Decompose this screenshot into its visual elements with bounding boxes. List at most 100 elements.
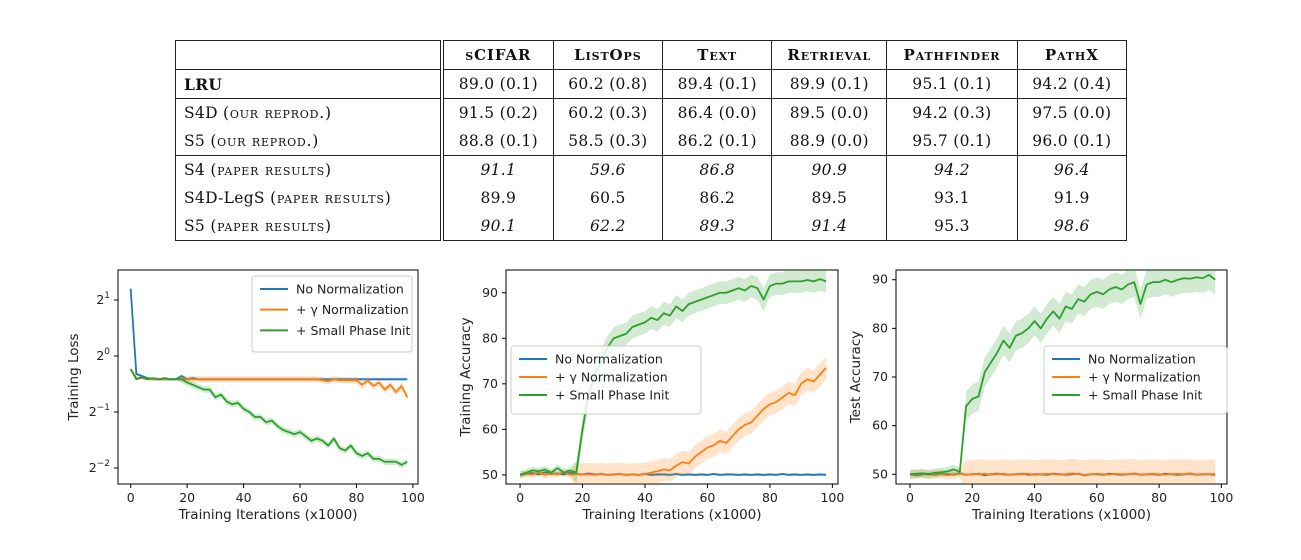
table-cell: 89.5 [771,184,887,212]
table-cell: 94.2 (0.3) [886,98,1018,127]
legend-label: No Normalization [1088,352,1196,367]
row-name-suffix: (paper results) [210,217,332,235]
table-cell: 98.6 [1016,212,1128,241]
x-tick-label: 80 [762,490,778,505]
table-row: S4D (our reprod.) 91.5 (0.2) 60.2 (0.3) … [175,98,1128,127]
y-tick-label: 90 [482,285,498,300]
legend-label: + γ Normalization [1088,370,1201,385]
table-row: S5 (our reprod.) 88.8 (0.1) 58.5 (0.3) 8… [175,127,1128,156]
y-axis-label: Test Accuracy [848,331,864,425]
table-cell: 91.9 [1016,184,1128,212]
table-cell: 89.0 (0.1) [441,69,554,99]
x-tick-label: 0 [906,490,914,505]
row-name-main: S4D [184,104,218,122]
legend-label: No Normalization [296,282,404,297]
y-tick-label: 60 [872,418,888,433]
series-line [519,278,827,476]
legend-label: + Small Phase Init [555,388,670,403]
y-tick-label: 80 [872,320,888,335]
row-name: S4D-LegS (paper results) [175,184,444,212]
table-cell: 86.2 [662,184,772,212]
table-cell: 94.2 (0.4) [1016,69,1128,99]
x-tick-label: 40 [236,490,252,505]
series-line [909,472,1216,477]
column-header: sCIFAR [441,40,554,70]
table-cell: 90.1 [441,212,554,241]
x-tick-label: 100 [820,490,844,505]
table-cell: 58.5 (0.3) [552,127,663,156]
row-name-main: S5 [184,132,206,150]
x-tick-label: 100 [401,490,425,505]
x-axis-label: Training Iterations (x1000) [971,507,1151,523]
column-header: Pathfinder [886,40,1018,70]
results-table: sCIFAR ListOps Text Retrieval Pathfinder… [175,40,1128,241]
row-name-main: LRU [184,74,223,94]
table-cell: 94.2 [886,155,1018,184]
legend-label: + γ Normalization [296,302,409,317]
row-name: S5 (paper results) [175,212,444,241]
chart-panel-3: 0 20 40 60 80 100 50 60 70 80 90 Training Iteration… [848,269,1233,523]
row-name-suffix: (our reprod.) [223,104,332,122]
y-tick-label: 70 [482,376,498,391]
table-cell: 91.5 (0.2) [441,98,554,127]
table-cell: 60.2 (0.8) [552,69,663,99]
legend-box [1043,345,1228,415]
legend-label: + Small Phase Init [1088,388,1203,403]
y-tick-label: 21 [96,291,110,307]
y-tick-label: 50 [482,467,498,482]
row-name-main: S4D-LegS [184,189,265,207]
table-corner-cell [175,40,444,70]
table-row: S4 (paper results) 91.1 59.6 86.8 90.9 9… [175,155,1128,184]
x-tick-label: 80 [1151,490,1167,505]
table-cell: 88.9 (0.0) [771,127,887,156]
column-header: Text [662,40,772,70]
axes-frame [117,269,419,485]
table-cell: 89.9 [441,184,554,212]
table-cell: 86.2 (0.1) [662,127,772,156]
legend-label: + γ Normalization [555,370,668,385]
axes-frame [505,269,839,485]
legend-box [510,345,702,415]
row-name-suffix: (paper results) [210,161,332,179]
legend-label: + Small Phase Init [296,323,411,338]
plot-area [129,287,409,469]
series-band-1 [130,368,408,401]
series-line [519,471,827,476]
y-tick-label: 90 [872,272,888,287]
y-tick-label: 2−2 [89,459,110,475]
x-axis-label: Training Iterations (x1000) [581,507,761,523]
x-axis-label: Training Iterations (x1000) [177,507,357,523]
column-header: PathX [1016,40,1128,70]
table-cell: 93.1 [886,184,1018,212]
column-header: Retrieval [771,40,887,70]
table-cell: 95.7 (0.1) [886,127,1018,156]
x-tick-label: 20 [575,490,591,505]
series-line [129,368,408,466]
table-cell: 59.6 [552,155,663,184]
table-cell: 89.3 [662,212,772,241]
table-cell: 97.5 (0.0) [1016,98,1128,127]
row-name-main: S5 [184,217,206,235]
y-tick-label: 20 [96,347,110,363]
table-cell: 60.5 [552,184,663,212]
y-tick-label: 70 [872,369,888,384]
chart-panel-1: 0 20 40 60 80 100 21 20 2−1 2−2 Training Iteration… [66,269,425,523]
table-cell: 96.4 [1016,155,1128,184]
plot-area [519,270,827,484]
table-cell: 91.4 [771,212,887,241]
y-tick-label: 2−1 [89,403,110,419]
x-tick-label: 40 [637,490,653,505]
table-cell: 86.4 (0.0) [662,98,772,127]
legend-box [251,275,413,353]
legend-label: No Normalization [555,352,663,367]
table-cell: 90.9 [771,155,887,184]
table-cell: 60.2 (0.3) [552,98,663,127]
series-line [909,273,1216,476]
x-tick-label: 20 [179,490,195,505]
series-line [519,367,827,476]
y-tick-label: 60 [482,421,498,436]
chart-panel-2: 0 20 40 60 80 100 50 60 70 80 90 Training Iteration… [458,269,844,523]
x-tick-label: 100 [1209,490,1233,505]
row-name-suffix: (our reprod.) [210,132,320,150]
y-axis-label: Training Loss [66,333,82,421]
